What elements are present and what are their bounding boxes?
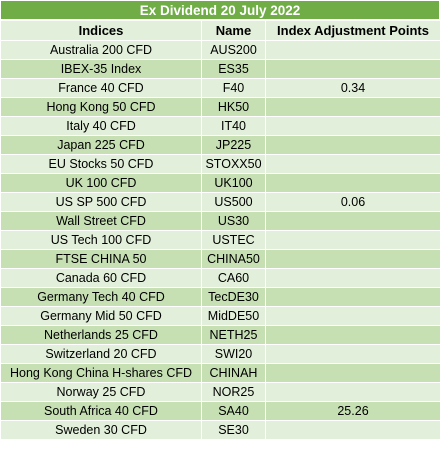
cell-adjustment-points bbox=[265, 59, 441, 79]
cell-adjustment-points bbox=[265, 268, 441, 288]
cell-index: Germany Tech 40 CFD bbox=[0, 287, 202, 307]
cell-name: US500 bbox=[201, 192, 266, 212]
table-row: Netherlands 25 CFD NETH25 bbox=[0, 325, 441, 345]
table-row: South Africa 40 CFD SA40 25.26 bbox=[0, 401, 441, 421]
cell-name: HK50 bbox=[201, 97, 266, 117]
cell-index: Australia 200 CFD bbox=[0, 40, 202, 60]
cell-name: USTEC bbox=[201, 230, 266, 250]
sheet-title: Ex Dividend 20 July 2022 bbox=[0, 0, 440, 20]
cell-index: South Africa 40 CFD bbox=[0, 401, 202, 421]
cell-name: CA60 bbox=[201, 268, 266, 288]
cell-adjustment-points bbox=[265, 97, 441, 117]
cell-adjustment-points: 25.26 bbox=[265, 401, 441, 421]
cell-name: SE30 bbox=[201, 420, 266, 440]
table-row: Germany Mid 50 CFD MidDE50 bbox=[0, 306, 441, 326]
cell-index: Hong Kong China H-shares CFD bbox=[0, 363, 202, 383]
table-row: UK 100 CFD UK100 bbox=[0, 173, 441, 193]
cell-adjustment-points bbox=[265, 40, 441, 60]
header-row: Indices Name Index Adjustment Points bbox=[0, 20, 441, 41]
cell-adjustment-points bbox=[265, 344, 441, 364]
cell-index: EU Stocks 50 CFD bbox=[0, 154, 202, 174]
table-row: Germany Tech 40 CFD TecDE30 bbox=[0, 287, 441, 307]
cell-name: NETH25 bbox=[201, 325, 266, 345]
cell-index: IBEX-35 Index bbox=[0, 59, 202, 79]
cell-adjustment-points bbox=[265, 420, 441, 440]
table-row: US SP 500 CFD US500 0.06 bbox=[0, 192, 441, 212]
cell-index: Japan 225 CFD bbox=[0, 135, 202, 155]
cell-adjustment-points bbox=[265, 306, 441, 326]
cell-index: Norway 25 CFD bbox=[0, 382, 202, 402]
cell-adjustment-points bbox=[265, 325, 441, 345]
cell-name: UK100 bbox=[201, 173, 266, 193]
cell-adjustment-points bbox=[265, 382, 441, 402]
cell-name: IT40 bbox=[201, 116, 266, 136]
header-name: Name bbox=[201, 20, 266, 41]
table-row: US Tech 100 CFD USTEC bbox=[0, 230, 441, 250]
table-row: Australia 200 CFD AUS200 bbox=[0, 40, 441, 60]
cell-index: Hong Kong 50 CFD bbox=[0, 97, 202, 117]
table-row: FTSE CHINA 50 CHINA50 bbox=[0, 249, 441, 269]
dividend-table: Indices Name Index Adjustment Points Aus… bbox=[0, 20, 441, 440]
cell-name: F40 bbox=[201, 78, 266, 98]
header-adjustment-points: Index Adjustment Points bbox=[265, 20, 441, 41]
table-row: Hong Kong 50 CFD HK50 bbox=[0, 97, 441, 117]
cell-index: FTSE CHINA 50 bbox=[0, 249, 202, 269]
table-row: Japan 225 CFD JP225 bbox=[0, 135, 441, 155]
table-body: Australia 200 CFD AUS200 IBEX-35 Index ES35… bbox=[0, 40, 441, 440]
cell-index: France 40 CFD bbox=[0, 78, 202, 98]
cell-index: Switzerland 20 CFD bbox=[0, 344, 202, 364]
table-row: Norway 25 CFD NOR25 bbox=[0, 382, 441, 402]
cell-index: Italy 40 CFD bbox=[0, 116, 202, 136]
cell-index: Germany Mid 50 CFD bbox=[0, 306, 202, 326]
cell-name: MidDE50 bbox=[201, 306, 266, 326]
cell-adjustment-points bbox=[265, 135, 441, 155]
cell-index: US SP 500 CFD bbox=[0, 192, 202, 212]
cell-adjustment-points bbox=[265, 173, 441, 193]
table-row: IBEX-35 Index ES35 bbox=[0, 59, 441, 79]
table-row: Sweden 30 CFD SE30 bbox=[0, 420, 441, 440]
cell-name: TecDE30 bbox=[201, 287, 266, 307]
cell-index: Netherlands 25 CFD bbox=[0, 325, 202, 345]
cell-index: US Tech 100 CFD bbox=[0, 230, 202, 250]
table-row: Switzerland 20 CFD SWI20 bbox=[0, 344, 441, 364]
cell-adjustment-points: 0.06 bbox=[265, 192, 441, 212]
table-row: Italy 40 CFD IT40 bbox=[0, 116, 441, 136]
cell-index: Sweden 30 CFD bbox=[0, 420, 202, 440]
table-row: Wall Street CFD US30 bbox=[0, 211, 441, 231]
cell-name: US30 bbox=[201, 211, 266, 231]
cell-index: Canada 60 CFD bbox=[0, 268, 202, 288]
cell-name: JP225 bbox=[201, 135, 266, 155]
cell-name: SA40 bbox=[201, 401, 266, 421]
table-row: France 40 CFD F40 0.34 bbox=[0, 78, 441, 98]
cell-index: Wall Street CFD bbox=[0, 211, 202, 231]
cell-adjustment-points bbox=[265, 211, 441, 231]
cell-name: NOR25 bbox=[201, 382, 266, 402]
cell-name: CHINA50 bbox=[201, 249, 266, 269]
table-row: Hong Kong China H-shares CFD CHINAH bbox=[0, 363, 441, 383]
cell-adjustment-points bbox=[265, 116, 441, 136]
ex-dividend-sheet: Ex Dividend 20 July 2022 Indices Name In… bbox=[0, 0, 441, 440]
cell-adjustment-points bbox=[265, 287, 441, 307]
table-row: Canada 60 CFD CA60 bbox=[0, 268, 441, 288]
cell-adjustment-points bbox=[265, 249, 441, 269]
cell-adjustment-points bbox=[265, 363, 441, 383]
cell-adjustment-points bbox=[265, 230, 441, 250]
cell-name: SWI20 bbox=[201, 344, 266, 364]
cell-adjustment-points bbox=[265, 154, 441, 174]
header-indices: Indices bbox=[0, 20, 202, 41]
cell-name: ES35 bbox=[201, 59, 266, 79]
cell-index: UK 100 CFD bbox=[0, 173, 202, 193]
cell-adjustment-points: 0.34 bbox=[265, 78, 441, 98]
cell-name: STOXX50 bbox=[201, 154, 266, 174]
table-row: EU Stocks 50 CFD STOXX50 bbox=[0, 154, 441, 174]
cell-name: CHINAH bbox=[201, 363, 266, 383]
cell-name: AUS200 bbox=[201, 40, 266, 60]
